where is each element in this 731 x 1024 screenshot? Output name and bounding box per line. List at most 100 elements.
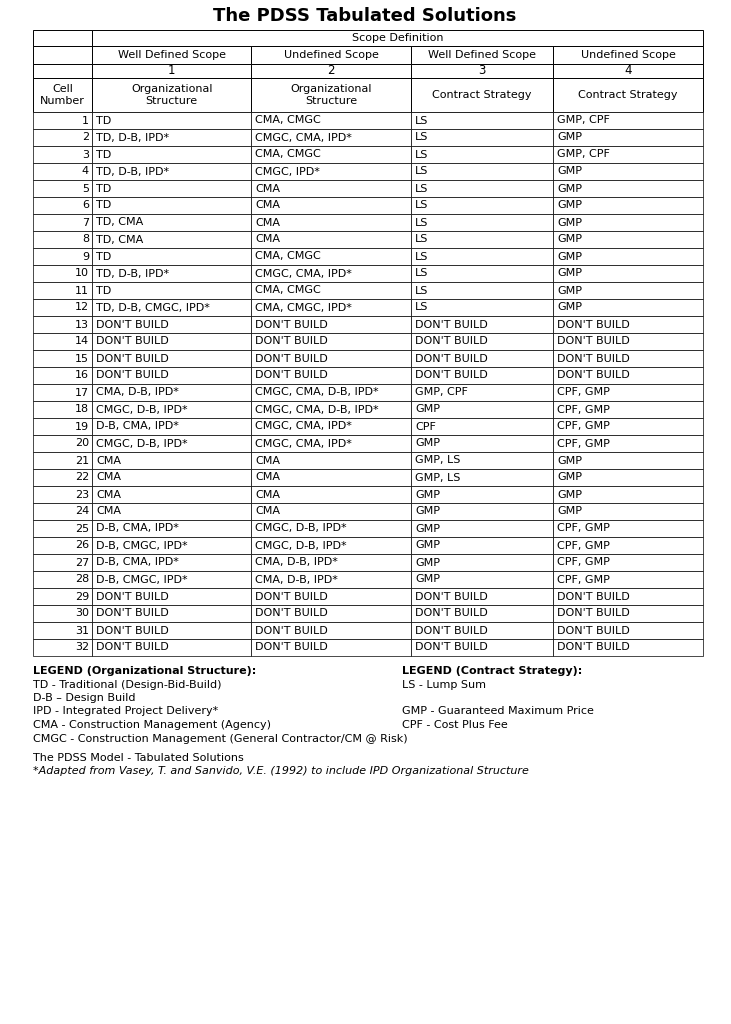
Bar (411, 537, 553, 554)
Text: *Adapted from Vasey, T. and Sanvido, V.E. (1992) to include IPD Organizational S: *Adapted from Vasey, T. and Sanvido, V.E… (33, 767, 529, 776)
Bar (411, 146, 553, 163)
Bar (553, 435, 703, 452)
Text: DON'T BUILD: DON'T BUILD (557, 371, 629, 381)
Bar (33, 299, 92, 316)
Text: DON'T BUILD: DON'T BUILD (415, 642, 488, 652)
Text: LS: LS (415, 116, 428, 126)
Text: 30: 30 (75, 608, 89, 618)
Bar (553, 214, 703, 231)
Bar (553, 78, 703, 112)
Text: 13: 13 (75, 319, 89, 330)
Bar (251, 384, 411, 401)
Text: LS: LS (415, 132, 428, 142)
Text: TD: TD (96, 286, 111, 296)
Bar (33, 231, 92, 248)
Bar (553, 316, 703, 333)
Text: CMA: CMA (96, 456, 121, 466)
Bar (411, 605, 553, 622)
Text: 7: 7 (82, 217, 89, 227)
Text: 2: 2 (82, 132, 89, 142)
Text: CPF, GMP: CPF, GMP (557, 557, 610, 567)
Bar (553, 384, 703, 401)
Text: DON'T BUILD: DON'T BUILD (96, 337, 169, 346)
Bar (553, 554, 703, 571)
Text: GMP: GMP (415, 489, 440, 500)
Text: 3: 3 (82, 150, 89, 160)
Bar (251, 571, 411, 588)
Bar (411, 282, 553, 299)
Bar (251, 401, 411, 418)
Bar (92, 384, 251, 401)
Bar (251, 554, 411, 571)
Bar (411, 384, 553, 401)
Bar (251, 78, 411, 112)
Bar (411, 129, 553, 146)
Bar (33, 163, 92, 180)
Text: GMP, CPF: GMP, CPF (415, 387, 468, 397)
Text: TD, CMA: TD, CMA (96, 217, 143, 227)
Bar (411, 367, 553, 384)
Bar (92, 367, 251, 384)
Text: DON'T BUILD: DON'T BUILD (96, 592, 169, 601)
Text: TD: TD (96, 116, 111, 126)
Text: LS: LS (415, 167, 428, 176)
Text: DON'T BUILD: DON'T BUILD (415, 626, 488, 636)
Bar (92, 180, 251, 197)
Bar (92, 197, 251, 214)
Bar (92, 46, 251, 63)
Text: DON'T BUILD: DON'T BUILD (96, 353, 169, 364)
Bar (411, 435, 553, 452)
Bar (251, 469, 411, 486)
Bar (411, 469, 553, 486)
Text: LEGEND (Organizational Structure):: LEGEND (Organizational Structure): (33, 666, 257, 676)
Bar (33, 350, 92, 367)
Text: LEGEND (Contract Strategy):: LEGEND (Contract Strategy): (401, 666, 582, 676)
Bar (411, 350, 553, 367)
Bar (411, 520, 553, 537)
Bar (92, 503, 251, 520)
Text: 3: 3 (478, 65, 485, 78)
Text: CPF, GMP: CPF, GMP (557, 541, 610, 551)
Text: CMA, CMGC: CMA, CMGC (255, 286, 321, 296)
Bar (251, 265, 411, 282)
Bar (553, 129, 703, 146)
Bar (92, 401, 251, 418)
Text: 2: 2 (327, 65, 335, 78)
Text: 28: 28 (75, 574, 89, 585)
Bar (92, 231, 251, 248)
Text: DON'T BUILD: DON'T BUILD (415, 608, 488, 618)
Bar (92, 554, 251, 571)
Bar (251, 299, 411, 316)
Bar (251, 248, 411, 265)
Text: D-B, CMA, IPD*: D-B, CMA, IPD* (96, 523, 179, 534)
Bar (553, 452, 703, 469)
Text: DON'T BUILD: DON'T BUILD (96, 642, 169, 652)
Bar (251, 214, 411, 231)
Bar (251, 112, 411, 129)
Text: LS: LS (415, 201, 428, 211)
Text: GMP: GMP (557, 167, 582, 176)
Text: CPF, GMP: CPF, GMP (557, 404, 610, 415)
Text: 4: 4 (82, 167, 89, 176)
Text: 1: 1 (168, 65, 175, 78)
Text: DON'T BUILD: DON'T BUILD (255, 319, 328, 330)
Bar (553, 401, 703, 418)
Bar (33, 622, 92, 639)
Text: 25: 25 (75, 523, 89, 534)
Bar (553, 571, 703, 588)
Text: CMA: CMA (255, 234, 281, 245)
Text: 21: 21 (75, 456, 89, 466)
Text: GMP - Guaranteed Maximum Price: GMP - Guaranteed Maximum Price (401, 707, 594, 717)
Text: CPF - Cost Plus Fee: CPF - Cost Plus Fee (401, 720, 507, 730)
Text: 6: 6 (82, 201, 89, 211)
Bar (411, 571, 553, 588)
Bar (251, 46, 411, 63)
Bar (411, 163, 553, 180)
Text: GMP: GMP (415, 438, 440, 449)
Text: LS: LS (415, 302, 428, 312)
Text: CPF, GMP: CPF, GMP (557, 574, 610, 585)
Bar (33, 503, 92, 520)
Bar (411, 452, 553, 469)
Bar (411, 214, 553, 231)
Bar (411, 197, 553, 214)
